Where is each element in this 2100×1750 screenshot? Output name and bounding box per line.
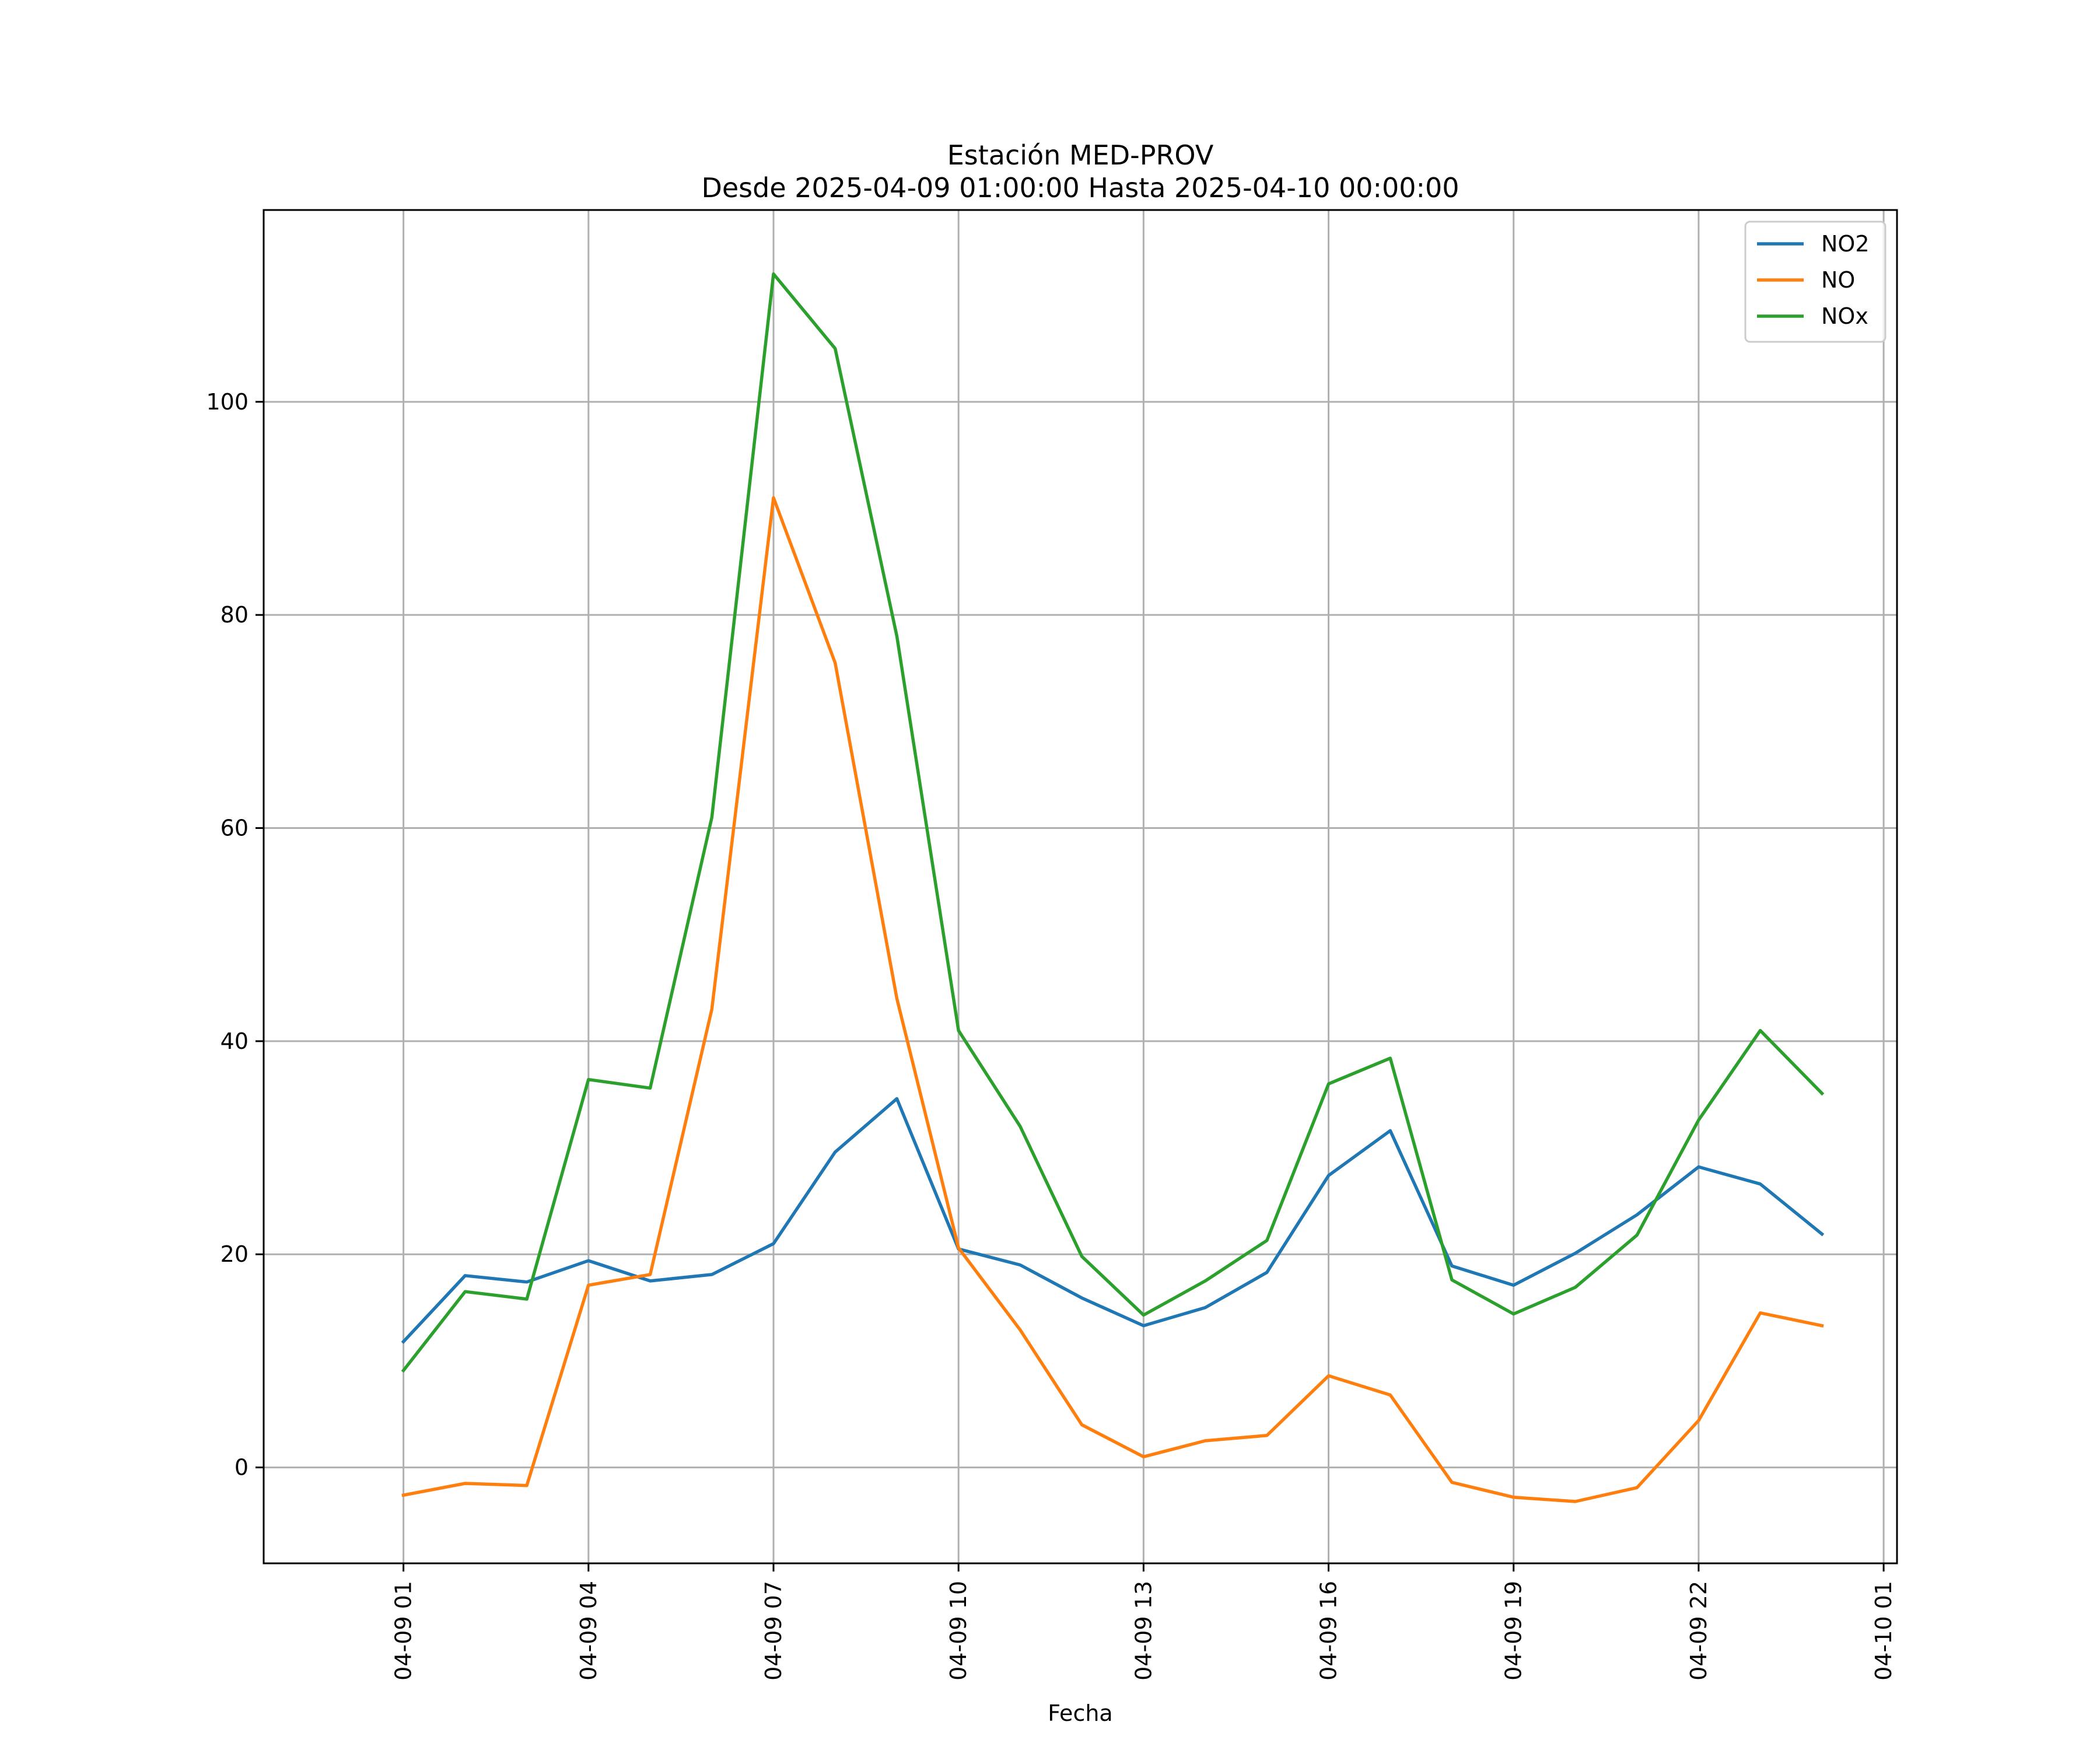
x-tick-label: 04-09 13 [1130, 1581, 1156, 1681]
x-tick-label: 04-09 10 [946, 1581, 971, 1681]
series-line-no [401, 496, 1824, 1503]
series-lines [401, 272, 1825, 1503]
series-line-nox [401, 272, 1825, 1373]
y-tick-label: 40 [220, 1028, 249, 1054]
legend-frame [1744, 220, 1887, 343]
x-tick-label: 04-09 19 [1501, 1581, 1527, 1681]
chart-title: Estación MED-PROV [947, 139, 1214, 171]
legend-label-no: NO [1821, 267, 1855, 293]
x-tick-label: 04-09 22 [1686, 1581, 1712, 1681]
plot-area-frame [262, 209, 1898, 1564]
x-tick-label: 04-09 01 [391, 1581, 416, 1681]
y-tick-label: 100 [206, 389, 249, 415]
legend: NO2 NO NOx [1744, 220, 1887, 343]
y-tick-label: 80 [220, 602, 249, 628]
grid [264, 210, 1897, 1563]
y-tick-label: 60 [220, 816, 249, 841]
x-tick-label: 04-09 07 [761, 1581, 786, 1681]
y-tick-label: 20 [220, 1241, 249, 1267]
x-tick-label: 04-09 16 [1316, 1581, 1342, 1681]
series-line-no2 [401, 1097, 1825, 1344]
chart-subtitle: Desde 2025-04-09 01:00:00 Hasta 2025-04-… [701, 172, 1459, 204]
axis-ticks: 04-09 01 04-09 04 04-09 07 04-09 10 04-09 13… [206, 389, 1896, 1681]
legend-label-nox: NOx [1821, 303, 1868, 329]
y-tick-label: 0 [235, 1455, 249, 1480]
legend-label-no2: NO2 [1821, 231, 1870, 257]
x-axis-label: Fecha [1048, 1700, 1112, 1726]
x-tick-label: 04-10 01 [1871, 1581, 1896, 1681]
x-tick-label: 04-09 04 [576, 1581, 601, 1681]
